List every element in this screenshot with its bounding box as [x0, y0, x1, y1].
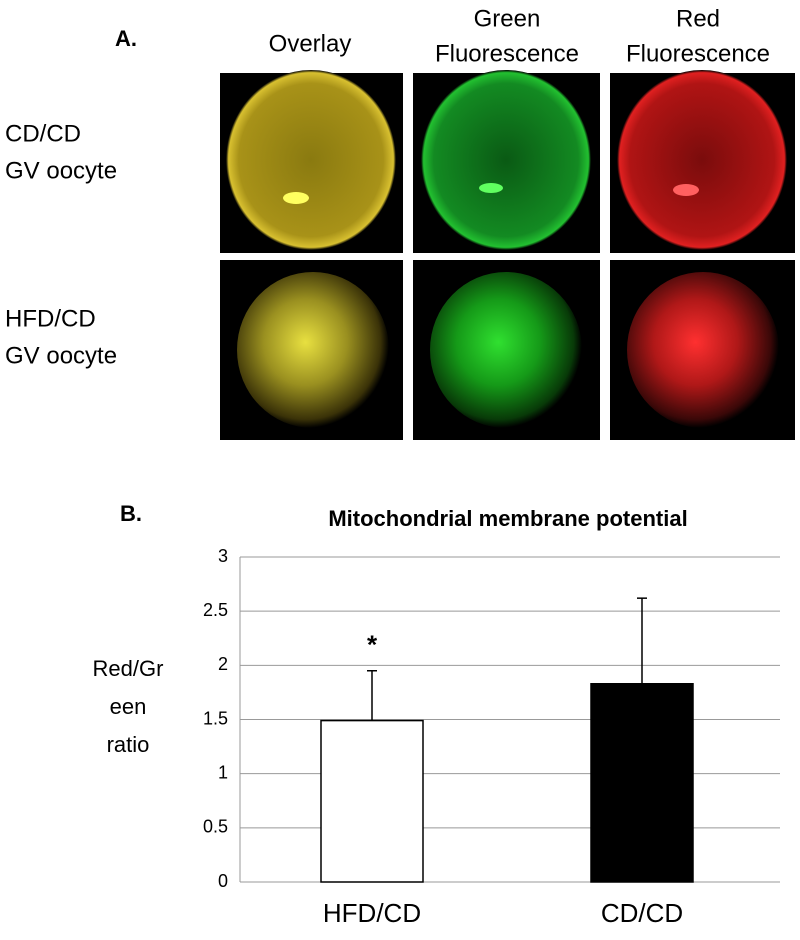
y-tick-label: 3 [218, 546, 228, 566]
y-tick-label: 0.5 [203, 817, 228, 837]
oocyte [627, 272, 779, 428]
column-header: Red [676, 5, 720, 32]
oocyte [237, 272, 389, 428]
row-label: GV oocyte [5, 342, 117, 369]
y-tick-label: 1 [218, 762, 228, 782]
oocyte [430, 272, 582, 428]
micrographs [220, 70, 795, 440]
column-header: Fluorescence [435, 40, 579, 67]
annotation: * [367, 630, 378, 660]
panel-label: A. [115, 26, 137, 51]
column-header: Overlay [269, 30, 352, 57]
y-axis-label: een [110, 694, 147, 719]
gv [283, 192, 309, 204]
column-header: Fluorescence [626, 40, 770, 67]
column-header: Green [474, 5, 541, 32]
row-label: HFD/CD [5, 305, 96, 332]
panel-label: B. [120, 501, 142, 526]
oocyte [421, 70, 591, 250]
chart-title: Mitochondrial membrane potential [328, 506, 687, 531]
y-tick-label: 1.5 [203, 708, 228, 728]
oocyte [617, 70, 787, 250]
y-axis-label: Red/Gr [93, 656, 164, 681]
y-tick-label: 0 [218, 871, 228, 891]
row-label: GV oocyte [5, 157, 117, 184]
y-tick-label: 2 [218, 654, 228, 674]
y-tick-label: 2.5 [203, 600, 228, 620]
bar [320, 719, 424, 883]
gv [673, 184, 699, 196]
bar [590, 683, 694, 883]
x-tick-label: HFD/CD [323, 898, 421, 928]
x-tick-label: CD/CD [601, 898, 683, 928]
y-axis-label: ratio [107, 732, 150, 757]
oocyte [226, 70, 396, 250]
row-label: CD/CD [5, 120, 81, 147]
gv [479, 183, 503, 193]
